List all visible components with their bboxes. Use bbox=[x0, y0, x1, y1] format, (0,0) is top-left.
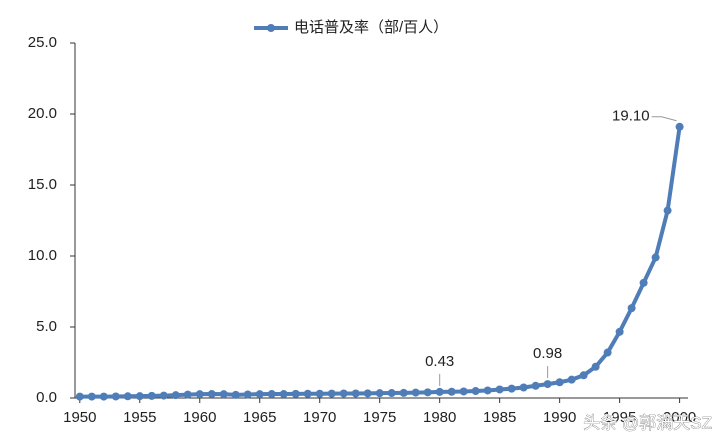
x-tick-label: 1955 bbox=[123, 409, 156, 426]
legend-marker bbox=[267, 24, 275, 32]
point bbox=[483, 386, 492, 395]
x-tick-label: 1980 bbox=[423, 409, 456, 426]
point bbox=[555, 378, 564, 387]
point bbox=[243, 390, 252, 399]
point bbox=[231, 390, 240, 399]
point bbox=[207, 390, 216, 399]
point bbox=[603, 348, 612, 357]
point bbox=[507, 384, 516, 393]
point bbox=[159, 391, 168, 400]
legend-label: 电话普及率（部/百人） bbox=[294, 19, 448, 36]
point bbox=[315, 389, 324, 398]
leader-line bbox=[651, 116, 677, 122]
point bbox=[279, 390, 288, 399]
y-tick-label: 10.0 bbox=[28, 247, 57, 264]
x-tick-label: 1970 bbox=[303, 409, 336, 426]
point bbox=[411, 388, 420, 397]
point bbox=[147, 391, 156, 400]
x-tick-label: 1990 bbox=[543, 409, 576, 426]
point bbox=[663, 206, 672, 215]
point bbox=[543, 380, 552, 389]
point bbox=[675, 122, 684, 131]
point bbox=[195, 390, 204, 399]
point bbox=[567, 375, 576, 384]
x-tick-label: 1950 bbox=[63, 409, 96, 426]
point bbox=[219, 390, 228, 399]
watermark: 头条 @郭满天SZ bbox=[583, 413, 712, 432]
x-tick-label: 1995 bbox=[603, 409, 636, 426]
series-line bbox=[79, 126, 682, 399]
x-tick-label: 1965 bbox=[243, 409, 276, 426]
point bbox=[423, 388, 432, 397]
data-label: 0.43 bbox=[425, 353, 454, 370]
point bbox=[339, 389, 348, 398]
point bbox=[447, 387, 456, 396]
y-tick-label: 5.0 bbox=[36, 318, 57, 335]
point bbox=[651, 253, 660, 262]
point bbox=[255, 390, 264, 399]
x-tick-label: 1975 bbox=[363, 409, 396, 426]
point bbox=[123, 392, 132, 401]
point bbox=[99, 392, 108, 401]
point bbox=[111, 392, 120, 401]
point bbox=[531, 381, 540, 390]
point bbox=[183, 390, 192, 399]
point bbox=[399, 388, 408, 397]
point bbox=[75, 392, 84, 401]
point bbox=[135, 392, 144, 401]
data-label: 19.10 bbox=[612, 108, 650, 125]
x-tick-label: 1960 bbox=[183, 409, 216, 426]
x-tick-label: 2000 bbox=[663, 409, 696, 426]
point bbox=[351, 389, 360, 398]
point bbox=[615, 327, 624, 336]
point bbox=[303, 389, 312, 398]
point bbox=[471, 387, 480, 396]
data-label: 0.98 bbox=[533, 345, 562, 362]
point bbox=[267, 390, 276, 399]
point bbox=[363, 389, 372, 398]
y-tick-label: 20.0 bbox=[28, 105, 57, 122]
point bbox=[291, 389, 300, 398]
point bbox=[579, 371, 588, 380]
point bbox=[87, 392, 96, 401]
point bbox=[327, 389, 336, 398]
point bbox=[495, 385, 504, 394]
point bbox=[627, 304, 636, 313]
y-tick-label: 0.0 bbox=[36, 389, 57, 406]
point bbox=[387, 389, 396, 398]
point bbox=[435, 387, 444, 396]
y-tick-label: 25.0 bbox=[28, 34, 57, 51]
point bbox=[639, 278, 648, 287]
y-tick-label: 15.0 bbox=[28, 176, 57, 193]
point bbox=[591, 362, 600, 371]
point bbox=[375, 389, 384, 398]
point bbox=[171, 391, 180, 400]
x-tick-label: 1985 bbox=[483, 409, 516, 426]
point bbox=[459, 387, 468, 396]
point bbox=[519, 383, 528, 392]
